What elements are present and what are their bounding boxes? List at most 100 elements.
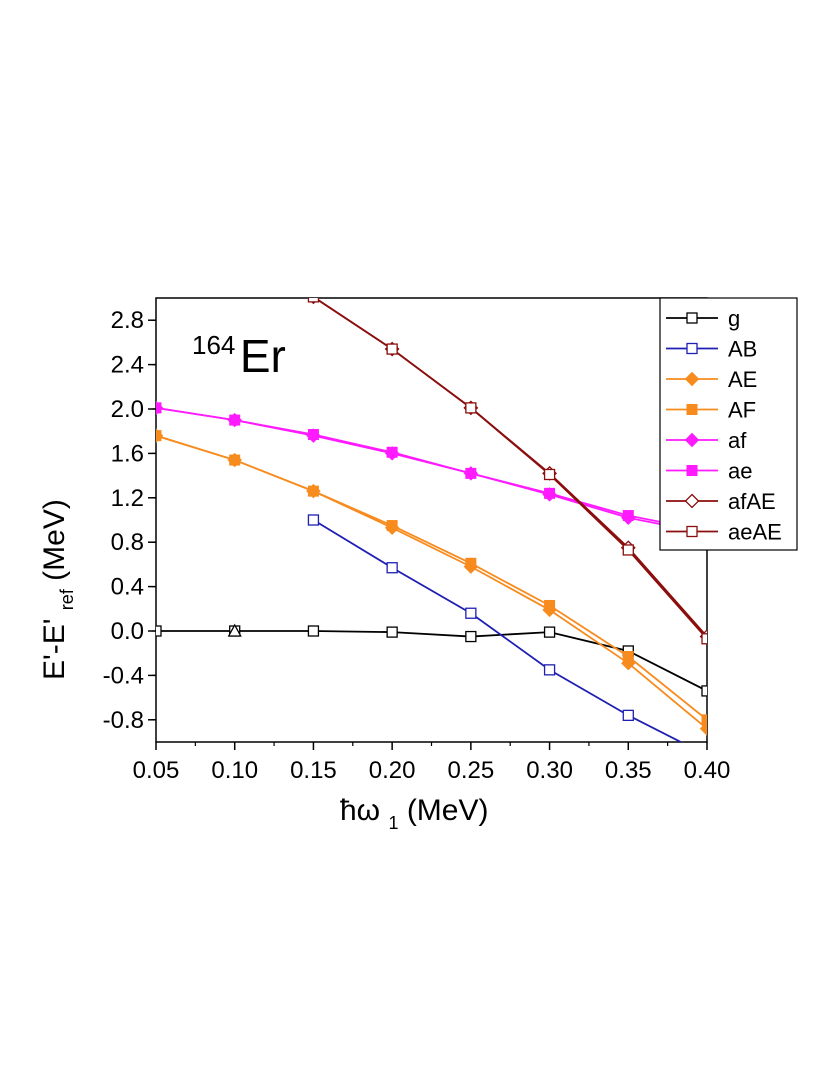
series-line-ae [156,407,707,532]
data-point-g [465,630,477,643]
data-point-ae [156,402,162,414]
y-tick-label: 0.0 [111,618,144,645]
legend-marker [684,493,700,509]
data-point-g [701,685,707,697]
data-point-g [386,626,398,638]
legend-label: ae [728,459,752,484]
y-tick-label: 1.2 [111,485,144,512]
legend-label: afAE [728,489,776,514]
data-point-ae [465,467,477,479]
legend-item-afAE: afAE [666,489,776,514]
y-tick-label: -0.8 [103,707,144,734]
legend: g AB AE AF af ae afAE aeAE [659,297,798,551]
legend-marker [684,371,700,387]
legend-label: AE [728,367,757,392]
series-ae [156,402,707,537]
nucleus-annotation: 164 Er [192,330,286,382]
series-layer [156,298,707,742]
x-axis-label-symbol: ħω [340,794,380,827]
legend-item-ae: ae [666,459,752,484]
data-point-ae [307,429,319,441]
data-point-aeAE [386,343,398,355]
data-point-g [543,626,556,638]
legend-marker [686,525,698,538]
x-tick-label: 0.15 [290,757,337,784]
data-point-AB [386,562,398,574]
legend-marker [686,342,698,355]
legend-marker [686,465,698,476]
legend-label: g [728,306,740,331]
series-line-AE [156,434,707,730]
x-axis-label-unit: (MeV) [407,794,489,827]
y-axis-label-subscript: ref [57,588,77,610]
y-tick-label: 2.8 [111,307,144,334]
x-tick-label: 0.40 [684,757,731,784]
x-tick-label: 0.35 [605,757,652,784]
data-point-aeAE [622,544,634,556]
data-point-ae [229,414,241,426]
data-point-AB [307,514,320,526]
axes: 0.05 0.10 0.15 0.20 0.25 0.30 0.35 0.40 -0.8 -0.4… [103,307,731,784]
legend-item-aeAE: aeAE [666,520,782,545]
legend-label: af [728,428,747,453]
series-AE [156,428,707,736]
series-line-AF [156,434,707,721]
y-tick-label: 0.4 [111,574,144,601]
x-tick-label: 0.30 [526,757,573,784]
series-AB [307,514,683,742]
x-tick-label: 0.10 [211,757,258,784]
legend-item-AF: AF [666,398,756,423]
legend-item-af: af [666,428,747,453]
x-tick-label: 0.25 [447,757,494,784]
data-point-aeAE [307,298,320,303]
x-tick-label: 0.05 [133,757,180,784]
legend-item-AB: AB [666,337,757,362]
nucleus-mass-number: 164 [192,330,235,360]
y-tick-label: 2.0 [111,396,144,423]
data-point-aeAE [701,633,707,645]
data-point-AF [622,651,634,663]
series-line-aeAE [313,298,707,640]
data-point-AF [307,485,319,497]
legend-label: aeAE [728,520,782,545]
y-tick-label: 1.6 [111,440,144,467]
data-point-g [156,625,162,637]
data-point-g [307,625,320,637]
series-aeAE [307,298,707,645]
legend-marker [686,312,698,324]
legend-item-AE: AE [666,367,757,392]
legend-label: AF [728,398,756,423]
y-axis-label-unit: (MeV) [38,499,71,581]
data-point-AE [699,721,707,736]
data-point-g-triangle [227,623,242,637]
data-point-AB [543,664,556,676]
y-axis-label-main: E'-E' [38,619,71,680]
data-point-ae [386,446,398,458]
legend-item-g: g [666,306,740,331]
series-line-afAE [313,298,707,638]
data-point-AF [701,714,707,726]
data-point-aeAE [543,468,556,481]
legend-marker [684,432,700,448]
data-point-ae [622,510,634,522]
legend-box [659,297,798,551]
series-afAE [307,298,707,644]
data-point-aeAE [465,402,477,414]
data-point-AB [622,709,634,722]
x-axis-label-subscript: 1 [388,813,398,833]
y-tick-label: 0.8 [111,529,144,556]
x-tick-label: 0.20 [369,757,416,784]
series-AF [156,430,707,726]
data-point-AB [465,607,477,619]
y-axis-label: E'-E' ref (MeV) [38,499,80,680]
data-point-ae [544,487,556,499]
data-point-AF [156,430,162,442]
data-point-AF [229,454,241,466]
nucleus-element: Er [240,330,286,382]
y-tick-label: 2.4 [111,352,144,379]
legend-label: AB [728,337,757,362]
x-axis-label: ħω 1 (MeV) [340,794,488,836]
data-point-AF [465,557,477,569]
data-point-AF [386,520,398,532]
